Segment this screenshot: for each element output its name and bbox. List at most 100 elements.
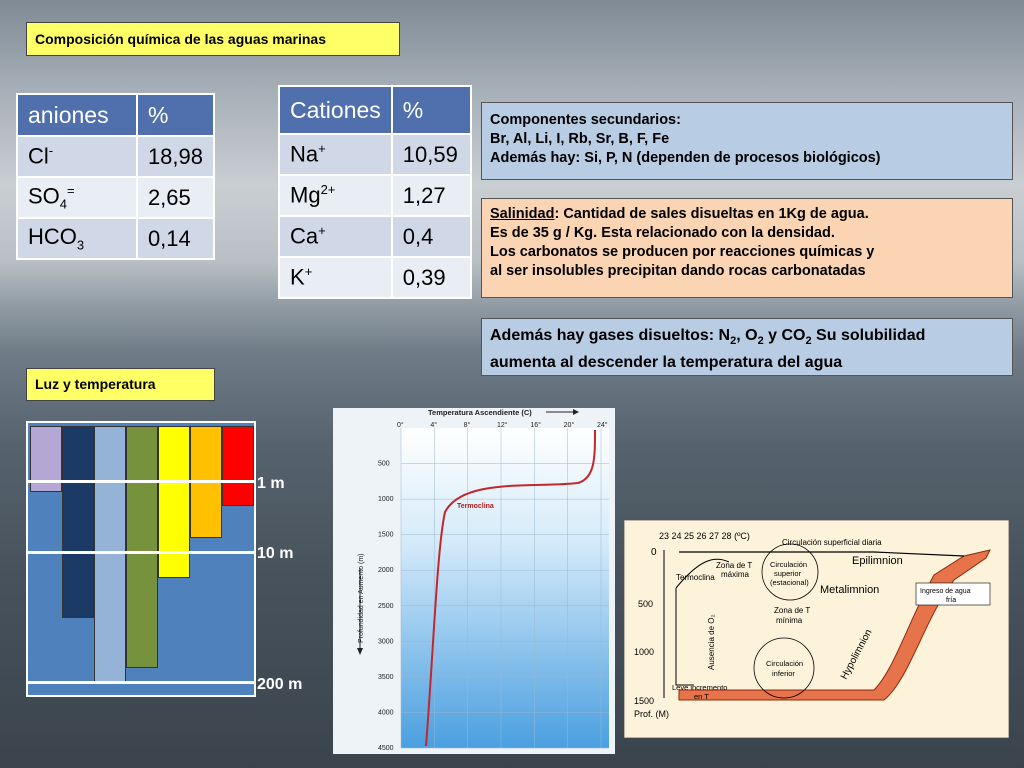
y-tick-label: 2000 (378, 567, 394, 574)
label-zona-t-max-2: máxima (721, 570, 750, 579)
salinity-line-3: Los carbonatos se producen por reaccione… (490, 244, 875, 260)
depth-line-10m (26, 551, 256, 554)
cationes-header-pct: % (390, 85, 473, 135)
pct-cell: 0,14 (135, 217, 216, 260)
label-circ-sup-1: Circulación (770, 560, 807, 569)
depth-axis-label: Prof. (M) (634, 709, 669, 719)
temperature-scale: 23 24 25 26 27 28 (ºC) (659, 531, 750, 541)
depth-1500: 1500 (634, 696, 654, 706)
salinity-line-2: Es de 35 g / Kg. Esta relacionado con la… (490, 225, 835, 241)
label-zona-t-min-2: mínima (776, 616, 803, 625)
aniones-header-row: aniones % (16, 93, 216, 137)
label-zona-t-min-1: Zona de T (774, 606, 810, 615)
y-tick-label: 4000 (378, 709, 394, 716)
depth-line-200m (26, 681, 256, 684)
label-ausencia: Ausencia de O₂ (707, 614, 716, 670)
ion-cell: Ca+ (278, 215, 393, 258)
depth-label-10m: 10 m (257, 545, 294, 562)
ion-cell: HCO3 (16, 217, 138, 260)
label-ingreso-2: fría (946, 597, 956, 604)
ion-cell: Cl- (16, 135, 138, 178)
slide-title-text: Composición química de las aguas marinas (35, 31, 326, 47)
label-termoclina: Termoclina (676, 573, 715, 582)
secondary-line-3: Además hay: Si, P, N (dependen de proces… (490, 150, 881, 166)
pct-cell: 2,65 (135, 176, 216, 219)
table-row: Cl- 18,98 (16, 135, 216, 178)
table-row: HCO3 0,14 (16, 217, 216, 260)
x-tick-labels: 0° 4° 8° 12° 16° 20° 24° (397, 421, 608, 748)
light-temperature-title: Luz y temperatura (26, 368, 215, 401)
y-tick-label: 500 (378, 461, 390, 468)
ion-cell: K+ (278, 256, 393, 299)
light-temperature-title-text: Luz y temperatura (35, 376, 156, 392)
label-circ-sup-3: (estacional) (770, 578, 809, 587)
aniones-header-pct: % (135, 93, 216, 137)
blue-light-bar (94, 426, 126, 683)
gases-line-2: aumenta al descender la temperatura del … (490, 354, 843, 372)
yellow-light-bar (158, 426, 190, 578)
cold-profile-line (675, 588, 694, 686)
cationes-header-ion: Cationes (278, 85, 393, 135)
y-tick-label: 2500 (378, 603, 394, 610)
table-row: K+ 0,39 (278, 256, 473, 299)
label-circ-sup-2: superior (774, 569, 802, 578)
depth-label-200m: 200 m (257, 676, 303, 693)
table-row: Na+ 10,59 (278, 133, 473, 176)
x-tick-label: 20° (564, 421, 575, 429)
table-row: SO4= 2,65 (16, 176, 216, 219)
lake-basin (678, 549, 991, 701)
depth-1000: 1000 (634, 647, 654, 657)
secondary-line-1: Componentes secundarios: (490, 112, 681, 128)
label-leve-2: en T (694, 692, 709, 701)
label-metalimnion: Metalimnion (820, 584, 879, 596)
slide-title: Composición química de las aguas marinas (26, 22, 400, 56)
x-tick-label: 12° (497, 421, 508, 429)
salinity-term: Salinidad (490, 206, 555, 222)
chart-title: Temperatura Ascendiente (C) (428, 408, 532, 417)
label-zona-t-max-1: Zona de T (716, 561, 752, 570)
pct-cell: 1,27 (390, 174, 473, 217)
ion-cell: Na+ (278, 133, 393, 176)
x-tick-label: 24° (597, 421, 608, 429)
cold-inflow-box (915, 582, 991, 606)
table-row: Mg2+ 1,27 (278, 174, 473, 217)
ylabel-arrowhead (357, 648, 363, 655)
label-leve-1: Leve incremento (672, 683, 727, 692)
depth-0: 0 (651, 547, 657, 558)
y-tick-label: 1500 (378, 532, 394, 539)
table-row: Ca+ 0,4 (278, 215, 473, 258)
label-circ-inf-2: inferior (772, 669, 795, 678)
cationes-header-row: Cationes % (278, 85, 473, 135)
depth-line-1m (26, 480, 256, 483)
label-circ-inf-1: Circulación (766, 659, 803, 668)
depth-label-1m: 1 m (257, 475, 285, 492)
ion-cell: Mg2+ (278, 174, 393, 217)
lake-stratification-diagram: 23 24 25 26 27 28 (ºC) 0 500 1000 1500 P… (624, 520, 1009, 738)
temperature-curve (425, 429, 596, 747)
ion-cell: SO4= (16, 176, 138, 219)
upper-circulation-circle (761, 543, 819, 601)
chart-title-arrowhead (573, 409, 579, 415)
secondary-line-2: Br, Al, Li, I, Rb, Sr, B, F, Fe (490, 131, 670, 147)
indigo-light-bar (62, 426, 94, 618)
thermocline-annotation: Termoclina (457, 503, 494, 510)
aniones-table: aniones % Cl- 18,98 SO4= 2,65 HCO3 0,14 (16, 93, 216, 260)
salinity-box: Salinidad: Cantidad de sales disueltas e… (481, 198, 1013, 298)
salinity-line-1: Salinidad: Cantidad de sales disueltas e… (490, 206, 869, 222)
thermocline-chart: Temperatura Ascendiente (C) 0° 4° 8° 12° 16°… (333, 408, 615, 754)
cationes-table: Cationes % Na+ 10,59 Mg2+ 1,27 Ca+ 0,4 K… (278, 85, 473, 299)
x-tick-label: 8° (464, 421, 471, 429)
pct-cell: 0,4 (390, 215, 473, 258)
label-circ-sup-diaria: Circulación superficial diaria (782, 538, 882, 547)
secondary-components-box: Componentes secundarios: Br, Al, Li, I, … (481, 102, 1013, 180)
pct-cell: 18,98 (135, 135, 216, 178)
diagram-background (624, 520, 1009, 738)
aniones-header-ion: aniones (16, 93, 138, 137)
salinity-line-4: al ser insolubles precipitan dando rocas… (490, 263, 866, 279)
x-tick-label: 16° (530, 421, 541, 429)
x-tick-label: 0° (397, 421, 404, 429)
gases-box: Además hay gases disueltos: N2, O2 y CO2… (481, 318, 1013, 376)
y-tick-label: 3500 (378, 674, 394, 681)
depth-500: 500 (638, 599, 653, 609)
pct-cell: 10,59 (390, 133, 473, 176)
